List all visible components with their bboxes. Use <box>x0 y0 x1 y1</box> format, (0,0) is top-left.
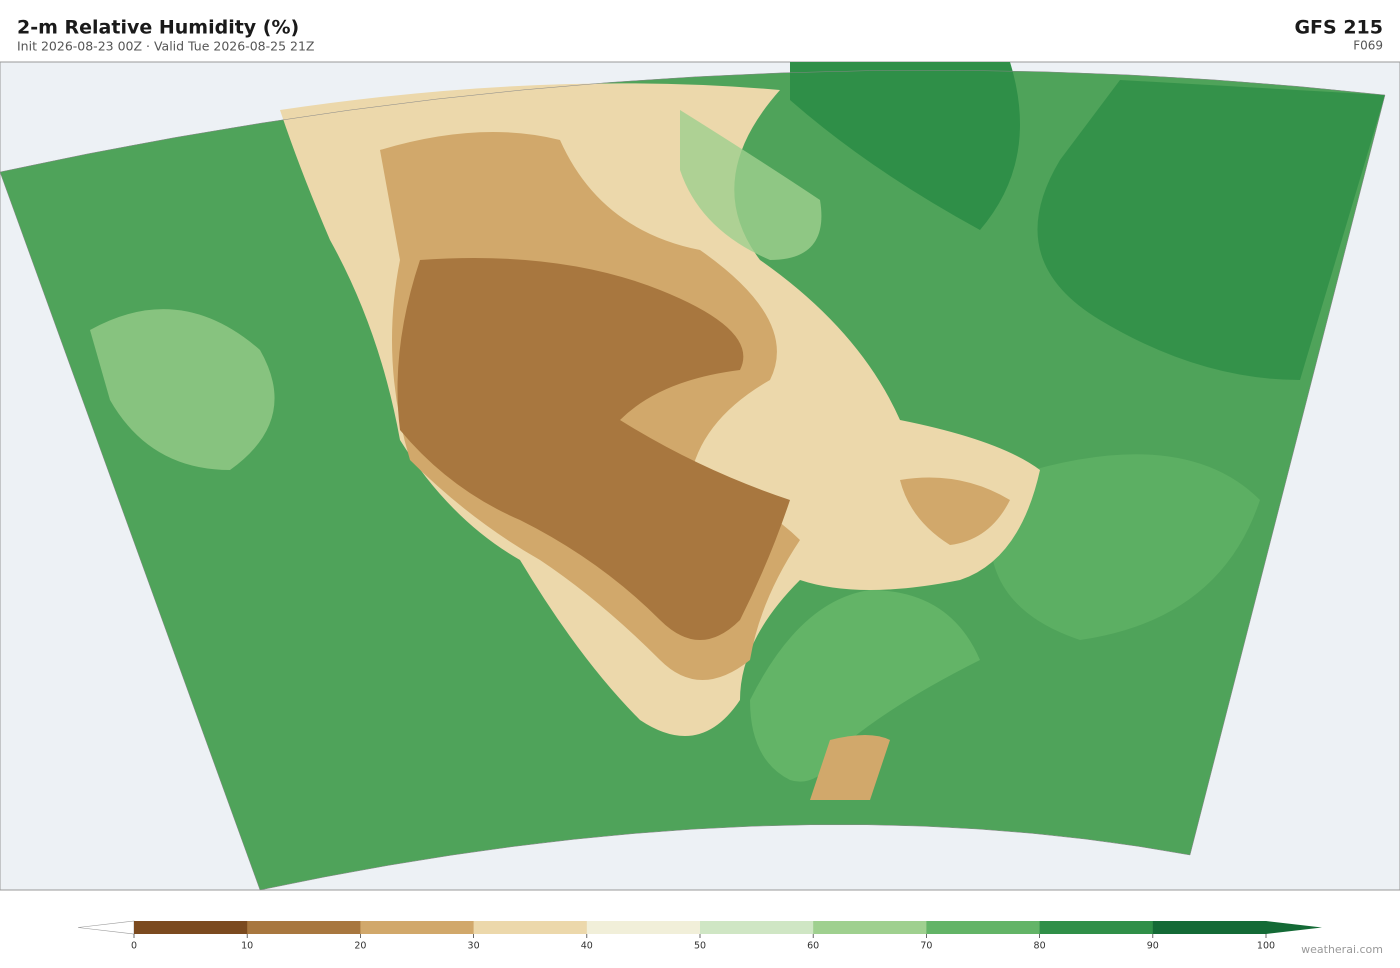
humid-area <box>1037 80 1385 380</box>
yucatan-dry <box>810 735 890 800</box>
humid-area <box>790 62 1020 230</box>
colorbar-tick-label: 50 <box>694 941 706 952</box>
colorbar-bin <box>134 921 248 934</box>
colorbar-tick-label: 20 <box>354 941 366 952</box>
colorbar-bin <box>813 921 927 934</box>
colorbar-bin <box>473 921 588 934</box>
model-name: GFS 215 <box>1294 17 1383 39</box>
colorbar-tick-label: 0 <box>131 941 137 952</box>
colorbar-under <box>77 920 135 935</box>
colorbar-tick-label: 60 <box>807 941 819 952</box>
colorbar-tick-label: 80 <box>1034 941 1046 952</box>
colorbar-tick-label: 10 <box>241 941 253 952</box>
colorbar-tick-label: 30 <box>468 941 480 952</box>
gulf-area <box>750 590 980 782</box>
map-title: 2-m Relative Humidity (%) <box>17 17 299 39</box>
colorbar-bin <box>926 921 1041 934</box>
colorbar-bin <box>586 921 701 934</box>
colorbar-tick-label: 40 <box>581 941 593 952</box>
map-area <box>0 61 1400 891</box>
moist-area <box>680 110 822 260</box>
forecast-hour: F069 <box>1353 39 1383 53</box>
colorbar-bin <box>360 921 475 934</box>
colorbar-tick-label: 70 <box>920 941 932 952</box>
ocean-moist-area <box>990 454 1260 640</box>
colorbar-bin <box>1152 921 1267 934</box>
credit: weatherai.com <box>1301 943 1383 956</box>
colorbar-tick-label: 90 <box>1147 941 1159 952</box>
colorbar-over <box>1266 921 1322 934</box>
colorbar-bin <box>1039 921 1154 934</box>
ocean-moist-area <box>90 309 275 470</box>
dry-area <box>900 477 1010 545</box>
map-subtitle: Init 2026-08-23 00Z · Valid Tue 2026-08-… <box>17 39 314 54</box>
colorbar: 0 10 20 30 40 50 60 70 80 90 100 <box>77 920 1322 952</box>
domain-edge <box>0 70 1386 891</box>
colorbar-bin <box>700 921 814 934</box>
colorbar-bin <box>247 921 361 934</box>
colorbar-tick-label: 100 <box>1257 941 1275 952</box>
very-dry-area <box>397 258 790 640</box>
